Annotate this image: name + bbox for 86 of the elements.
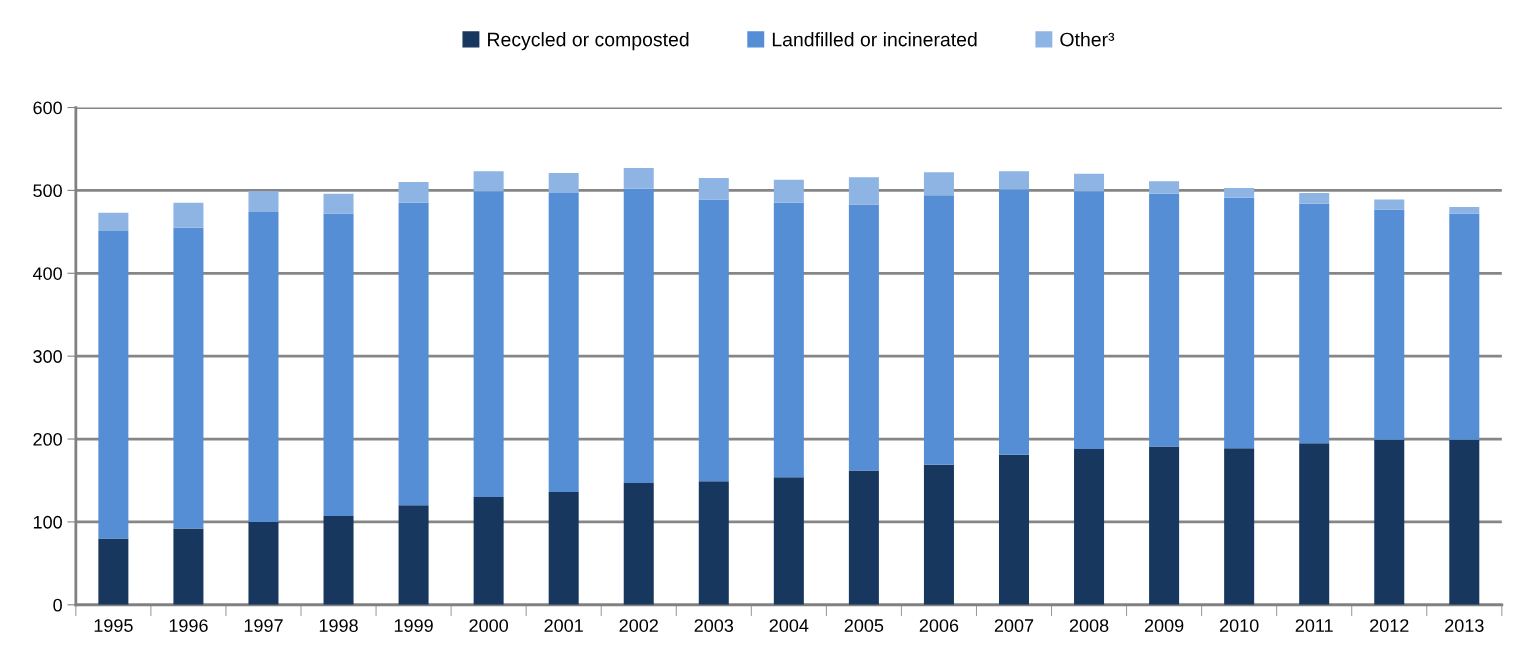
- bar: [923, 172, 954, 196]
- bar: [773, 477, 804, 605]
- bar: [1449, 439, 1480, 605]
- bar: [473, 171, 504, 192]
- bar: [773, 202, 804, 478]
- bar: [1149, 181, 1180, 194]
- bar: [398, 505, 429, 605]
- bar: [98, 231, 129, 539]
- bar: [173, 227, 204, 529]
- x-tick-label: 2008: [1069, 619, 1109, 632]
- y-tick-label: 400: [32, 267, 62, 280]
- bar: [323, 193, 354, 214]
- bar: [248, 521, 279, 605]
- bar: [248, 191, 279, 212]
- x-tick-label: 1995: [94, 619, 133, 632]
- bar: [98, 538, 129, 605]
- bar: [623, 482, 654, 605]
- bar: [1374, 439, 1405, 605]
- bar: [773, 179, 804, 203]
- x-tick-label: 2005: [844, 619, 884, 632]
- bar: [698, 177, 729, 200]
- bar: [1074, 191, 1105, 449]
- bar: [1299, 443, 1330, 605]
- x-tick-label: 2000: [469, 619, 509, 632]
- y-tick-label: 300: [33, 350, 62, 363]
- x-tick-label: 2002: [619, 619, 658, 632]
- x-tick-label: 2012: [1370, 619, 1409, 632]
- x-tick-label: 2010: [1219, 619, 1259, 632]
- x-tick-label: 1997: [244, 619, 283, 632]
- bar: [1299, 192, 1330, 204]
- bar: [398, 202, 429, 506]
- x-tick-label: 1999: [394, 619, 433, 632]
- y-tick-label: 0: [53, 598, 62, 612]
- y-tick-label: 200: [33, 432, 62, 446]
- bar: [623, 188, 654, 483]
- bar: [1074, 448, 1105, 605]
- x-tick-label: 2009: [1144, 619, 1184, 632]
- bar: [848, 470, 879, 605]
- bar: [1299, 203, 1330, 444]
- bar: [1374, 199, 1405, 210]
- y-tick-label: 600: [33, 101, 62, 115]
- bar: [173, 202, 204, 228]
- bar: [323, 516, 354, 605]
- bar: [1149, 193, 1180, 447]
- y-tick-label: 100: [33, 515, 62, 529]
- bar: [998, 171, 1030, 190]
- bar: [623, 168, 654, 189]
- legend-label: Other³: [1060, 32, 1115, 47]
- x-tick-label: 2013: [1445, 619, 1484, 632]
- x-tick-label: 2003: [694, 619, 734, 632]
- x-tick-label: 2001: [544, 619, 583, 632]
- bar: [848, 204, 879, 471]
- bar: [1074, 173, 1105, 192]
- bar: [848, 177, 879, 205]
- bar: [1374, 209, 1405, 440]
- bar: [473, 191, 504, 498]
- x-tick-label: 2007: [994, 619, 1034, 632]
- bar: [1224, 187, 1255, 198]
- x-tick-label: 2004: [769, 619, 809, 632]
- bar: [923, 464, 954, 605]
- bar: [698, 199, 729, 482]
- bar: [98, 212, 129, 232]
- legend-label: Landfilled or incinerated: [772, 32, 977, 47]
- bar: [398, 182, 429, 203]
- x-tick-label: 1996: [169, 619, 208, 632]
- x-tick-label: 2006: [919, 619, 959, 632]
- y-tick-label: 500: [33, 184, 62, 198]
- bar: [548, 492, 579, 605]
- bar: [698, 481, 729, 605]
- bar: [998, 189, 1030, 455]
- legend-label: Recycled or composted: [488, 32, 689, 51]
- bar: [548, 173, 579, 193]
- bar: [248, 211, 279, 522]
- bar: [1224, 448, 1255, 605]
- bar: [998, 454, 1030, 605]
- bar: [173, 528, 204, 605]
- bar: [473, 497, 504, 605]
- x-tick-label: 1998: [319, 619, 358, 632]
- x-tick-label: 2011: [1295, 619, 1333, 632]
- bar: [1149, 446, 1180, 605]
- bar: [548, 192, 579, 493]
- bar: [923, 195, 954, 465]
- bar: [323, 213, 354, 517]
- bar: [1449, 206, 1480, 214]
- bar: [1224, 197, 1255, 449]
- bar: [1449, 213, 1480, 440]
